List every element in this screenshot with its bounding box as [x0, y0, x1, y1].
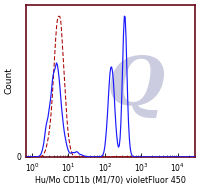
Y-axis label: Count: Count	[5, 67, 14, 94]
Text: Q: Q	[107, 54, 165, 119]
X-axis label: Hu/Mo CD11b (M1/70) violetFluor 450: Hu/Mo CD11b (M1/70) violetFluor 450	[35, 176, 186, 185]
